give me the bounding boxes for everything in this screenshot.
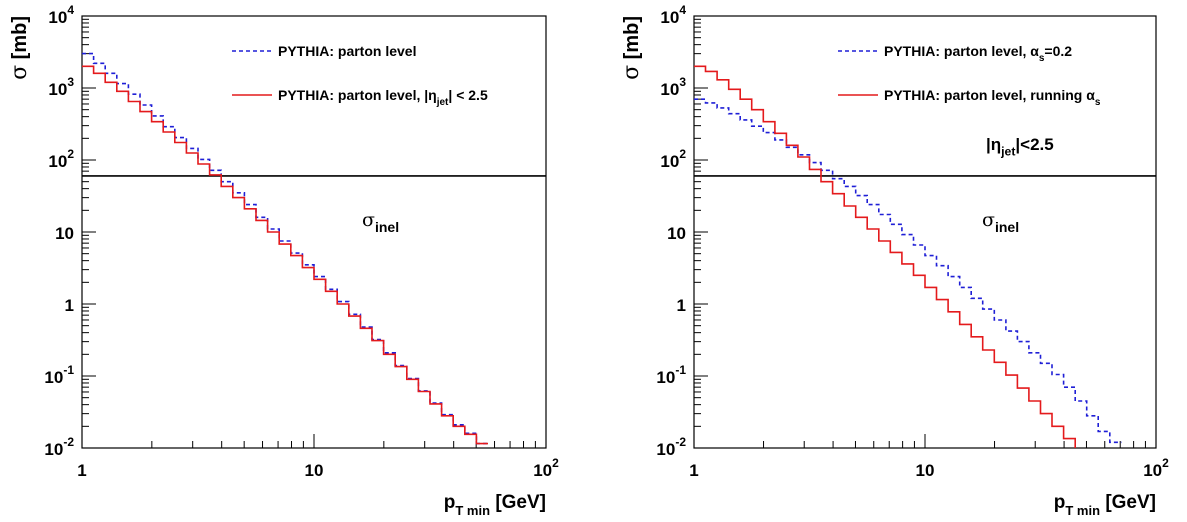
sigma-inel-label: σinel	[982, 209, 1019, 235]
y-tick-label: 102	[660, 147, 686, 171]
legend-entry-1: PYTHIA: parton level	[278, 43, 416, 59]
y-tick-label: 10-1	[656, 363, 686, 387]
y-tick-label: 1	[65, 296, 74, 315]
legend-entry-1: PYTHIA: parton level, αs=0.2	[884, 43, 1072, 64]
x-axis-title: pT min [GeV]	[444, 492, 546, 517]
x-tick-label: 102	[533, 456, 559, 480]
x-tick-label: 102	[1143, 456, 1169, 480]
y-tick-label: 104	[48, 3, 74, 27]
y-tick-label: 104	[660, 3, 686, 27]
eta-cut-annotation: |ηjet|<2.5	[986, 135, 1054, 158]
y-tick-label: 10-1	[44, 363, 74, 387]
series-dashed-line	[694, 98, 1122, 444]
series-solid-line	[694, 65, 1076, 448]
right-chart: 1 10 102 10-2 10-1 1 10 102 103 104 pT min [GeV] σ …	[619, 3, 1169, 518]
y-tick-label: 10-2	[656, 435, 686, 459]
y-tick-label: 103	[48, 75, 74, 99]
y-axis-title: σ [mb]	[7, 16, 32, 80]
plot-frame	[81, 15, 547, 449]
sigma-inel-label: σinel	[362, 209, 399, 235]
y-tick-label: 102	[48, 147, 74, 171]
y-tick-label: 1	[677, 296, 686, 315]
series-solid-line	[82, 65, 488, 445]
left-chart-panel: 1 10 102 10-2 10-1 1 10 102 103 104 pT min [GeV] σ …	[0, 0, 593, 518]
x-tick-label: 10	[916, 461, 935, 480]
x-tick-label: 1	[689, 461, 698, 480]
y-tick-label: 103	[660, 75, 686, 99]
x-tick-label: 10	[305, 461, 324, 480]
left-chart: 1 10 102 10-2 10-1 1 10 102 103 104 pT min [GeV] σ …	[7, 3, 559, 518]
y-axis-title: σ [mb]	[619, 16, 644, 80]
y-tick-label: 10-2	[44, 435, 74, 459]
right-chart-panel: 1 10 102 10-2 10-1 1 10 102 103 104 pT min [GeV] σ …	[594, 0, 1187, 518]
legend-entry-2: PYTHIA: parton level, |ηjet| < 2.5	[278, 87, 488, 108]
y-tick-label: 10	[667, 224, 686, 243]
plot-frame	[693, 15, 1157, 449]
x-axis-title: pT min [GeV]	[1054, 492, 1156, 517]
legend-entry-2: PYTHIA: parton level, running αs	[884, 87, 1101, 108]
y-tick-label: 10	[55, 224, 74, 243]
x-tick-label: 1	[77, 461, 86, 480]
